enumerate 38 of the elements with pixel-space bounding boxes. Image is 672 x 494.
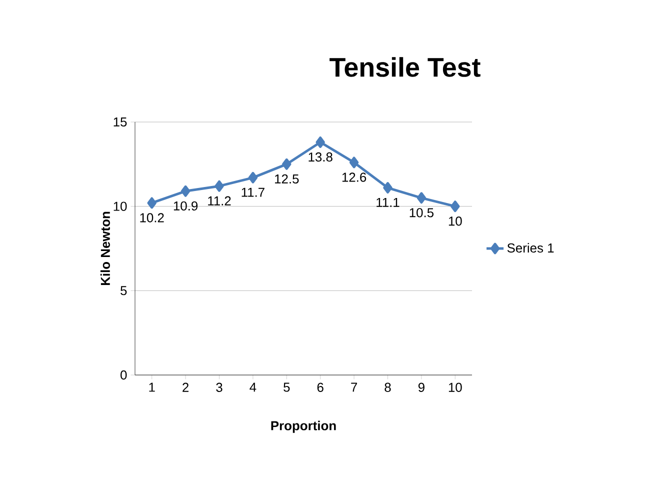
point (450, 200, 460, 212)
point (316, 136, 325, 148)
data-label: 13.8 (308, 152, 332, 162)
data-label: 10.9 (174, 201, 198, 211)
legend-label: Series 1 (507, 243, 554, 253)
x-tick-label: 1 (149, 382, 155, 392)
point (282, 158, 292, 170)
x-tick-label: 9 (418, 382, 424, 392)
x-tick-label: 8 (384, 382, 391, 392)
point (180, 185, 190, 197)
data-label: 12.5 (275, 174, 299, 184)
point (349, 156, 359, 168)
y-axis-title: Kilo Newton (100, 212, 110, 286)
point (383, 182, 392, 194)
data-label: 10.5 (410, 208, 434, 218)
y-tick-label: 0 (120, 370, 127, 380)
x-tick-label: 2 (182, 382, 188, 392)
x-tick-label: 4 (250, 382, 256, 392)
data-label: 10.2 (140, 213, 164, 222)
y-tick-label: 15 (114, 117, 127, 127)
chart-title: Tensile Test (330, 57, 480, 77)
point (147, 197, 156, 209)
data-label: 12.6 (342, 172, 366, 182)
x-tick-label: 6 (317, 382, 324, 392)
x-tick-label: 5 (284, 382, 290, 392)
y-tick-label: 5 (120, 286, 127, 296)
point (416, 192, 426, 204)
point (248, 172, 258, 184)
y-tick-label: 10 (114, 202, 127, 211)
point (214, 180, 224, 192)
x-tick-label: 7 (351, 382, 357, 392)
x-tick-label: 3 (216, 382, 222, 392)
data-label: 10 (448, 216, 462, 226)
data-label: 11.2 (208, 196, 231, 206)
x-tick-label: 10 (448, 382, 462, 392)
data-label: 11.7 (242, 188, 264, 197)
data-label: 11.1 (376, 198, 400, 207)
x-axis-title: Proportion (271, 420, 336, 433)
